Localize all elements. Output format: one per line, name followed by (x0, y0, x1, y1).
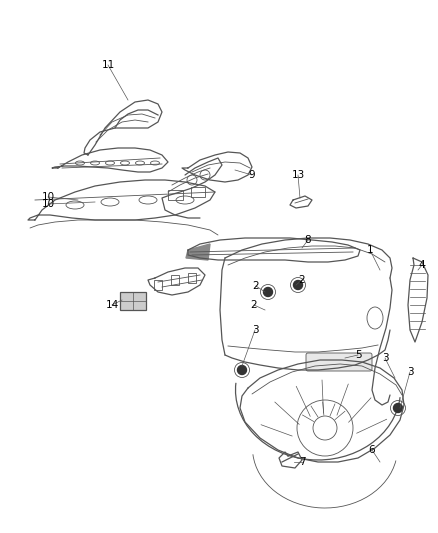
Bar (191, 187, 205, 197)
Text: 2: 2 (253, 281, 259, 291)
Polygon shape (186, 244, 210, 260)
Text: 11: 11 (101, 60, 115, 70)
Text: 8: 8 (305, 235, 311, 245)
Bar (168, 190, 183, 200)
Text: 7: 7 (299, 457, 305, 467)
Text: 13: 13 (291, 170, 304, 180)
Circle shape (393, 403, 403, 413)
Text: 4: 4 (419, 260, 425, 270)
Circle shape (293, 280, 303, 289)
Text: 10: 10 (42, 199, 55, 209)
FancyBboxPatch shape (120, 292, 146, 310)
Text: 9: 9 (249, 170, 255, 180)
Text: 3: 3 (407, 367, 413, 377)
Circle shape (237, 366, 247, 375)
Text: 3: 3 (381, 353, 389, 363)
Text: 6: 6 (369, 445, 375, 455)
Bar (171, 275, 179, 285)
FancyBboxPatch shape (306, 353, 372, 371)
Text: 10: 10 (42, 192, 55, 202)
Bar (188, 273, 196, 283)
Text: 3: 3 (252, 325, 258, 335)
Text: 14: 14 (106, 300, 119, 310)
Text: 1: 1 (367, 245, 373, 255)
Text: 5: 5 (355, 350, 361, 360)
Bar (154, 280, 162, 290)
Text: 2: 2 (299, 275, 305, 285)
Text: 2: 2 (251, 300, 257, 310)
Circle shape (264, 287, 272, 296)
